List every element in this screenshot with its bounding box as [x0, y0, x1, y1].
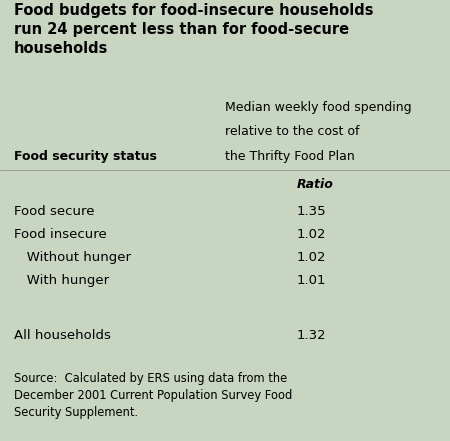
Text: With hunger: With hunger — [14, 274, 108, 288]
Text: 1.32: 1.32 — [297, 329, 327, 342]
Text: 1.35: 1.35 — [297, 205, 327, 218]
Text: Ratio: Ratio — [297, 178, 334, 191]
Text: Source:  Calculated by ERS using data from the
December 2001 Current Population : Source: Calculated by ERS using data fro… — [14, 372, 292, 419]
Text: relative to the cost of: relative to the cost of — [225, 125, 360, 138]
Text: Without hunger: Without hunger — [14, 251, 130, 264]
Text: Food insecure: Food insecure — [14, 228, 106, 241]
Text: Median weekly food spending: Median weekly food spending — [225, 101, 412, 114]
Text: 1.02: 1.02 — [297, 228, 327, 241]
Text: the Thrifty Food Plan: the Thrifty Food Plan — [225, 149, 355, 163]
Text: 1.01: 1.01 — [297, 274, 327, 288]
Text: 1.02: 1.02 — [297, 251, 327, 264]
Text: Food secure: Food secure — [14, 205, 94, 218]
Text: Food budgets for food-insecure households
run 24 percent less than for food-secu: Food budgets for food-insecure household… — [14, 3, 373, 56]
Text: All households: All households — [14, 329, 110, 342]
Text: Food security status: Food security status — [14, 149, 157, 163]
